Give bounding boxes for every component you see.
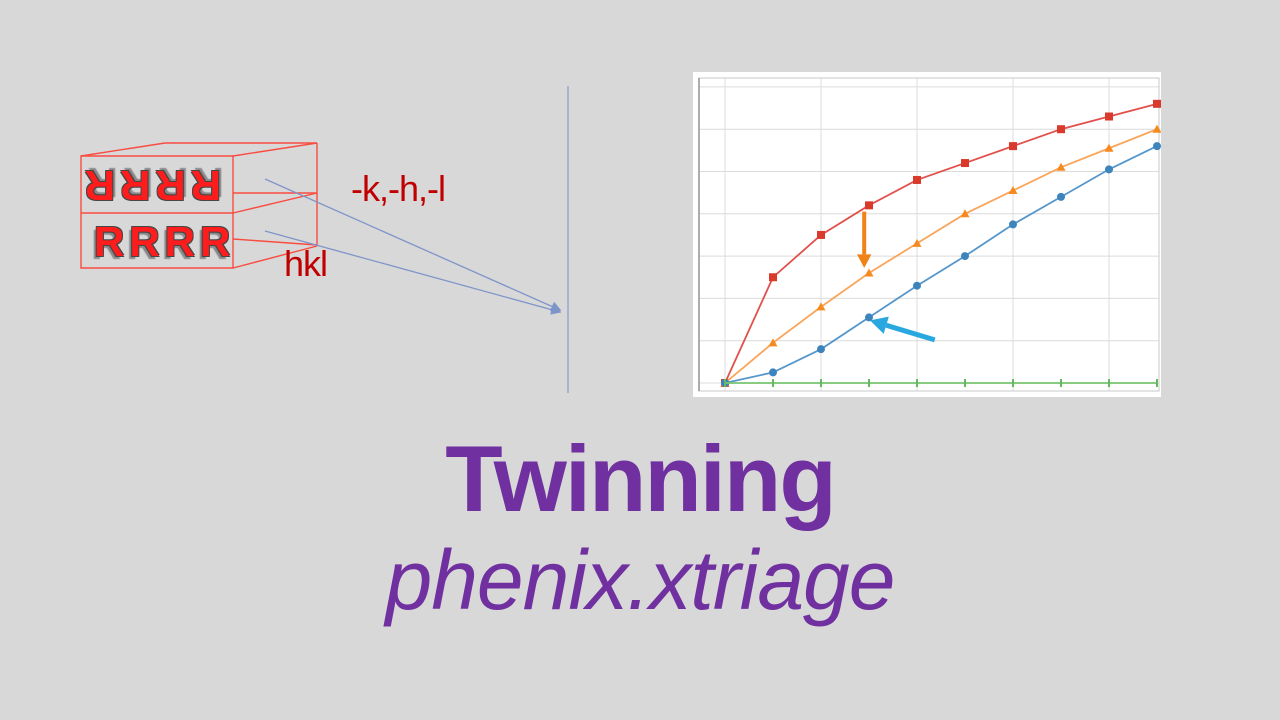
marker-dash	[1060, 379, 1062, 387]
label-hkl: hkl	[284, 243, 328, 284]
marker-square	[913, 175, 921, 184]
marker-triangle	[768, 338, 778, 347]
marker-square	[769, 273, 777, 282]
upper-mapping-arrow	[264, 178, 562, 312]
marker-dash	[1012, 379, 1014, 387]
marker-circle	[1057, 192, 1065, 201]
marker-square	[1105, 112, 1113, 121]
marker-square	[1057, 125, 1065, 134]
marker-triangle	[1056, 162, 1066, 171]
marker-triangle	[1008, 186, 1018, 195]
marker-circle	[1009, 220, 1017, 229]
marker-square	[1009, 142, 1017, 151]
marker-triangle	[1104, 143, 1114, 152]
box-back-bottom-edge	[232, 238, 318, 246]
marker-dash	[916, 379, 918, 387]
marker-triangle	[960, 209, 970, 218]
marker-dash	[1108, 379, 1110, 387]
blue-left-arrow-shaft	[885, 322, 936, 343]
marker-square	[961, 159, 969, 168]
reflections-top-row-flipped: RRRR	[79, 162, 221, 209]
marker-circle	[769, 368, 777, 377]
marker-triangle	[912, 238, 922, 247]
plot-border	[698, 77, 1160, 392]
slide-title: Twinning	[445, 426, 836, 531]
marker-square	[865, 201, 873, 210]
lower-mapping-arrow	[264, 230, 562, 315]
box-top-right-edge	[232, 142, 318, 157]
slide-subtitle: phenix.xtriage	[385, 533, 896, 627]
label-minus-k-minus-h-minus-l: -k,-h,-l	[351, 168, 446, 209]
marker-dash	[964, 379, 966, 387]
reflection-box	[80, 142, 318, 269]
marker-triangle	[864, 268, 874, 277]
reflections-bottom-row: RRRR	[94, 218, 236, 265]
marker-square	[1153, 99, 1161, 108]
box-top-left-edge	[80, 142, 166, 157]
blue-left-arrow-head	[869, 316, 889, 334]
series-line-red-squares	[724, 102, 1158, 384]
chart-plot-area	[698, 77, 1161, 392]
marker-circle	[913, 281, 921, 290]
marker-triangle	[1152, 124, 1161, 133]
marker-circle	[1105, 165, 1113, 174]
marker-dash	[868, 379, 870, 387]
marker-dash	[1156, 379, 1158, 387]
marker-dash	[820, 379, 822, 387]
series-line-blue-circles	[724, 145, 1158, 384]
marker-dash	[772, 379, 774, 387]
marker-circle	[961, 252, 969, 261]
box-bottom-right-edge	[232, 245, 318, 269]
marker-circle	[865, 313, 873, 322]
mapping-arrows	[264, 86, 569, 393]
marker-triangle	[816, 302, 826, 311]
cumulative-intensity-chart	[693, 72, 1161, 397]
marker-square	[817, 230, 825, 239]
series-line-orange-triangles	[724, 128, 1158, 384]
marker-circle	[817, 345, 825, 354]
orange-down-arrow-head	[857, 254, 872, 268]
marker-circle	[1153, 142, 1161, 151]
marker-dash	[724, 379, 726, 387]
